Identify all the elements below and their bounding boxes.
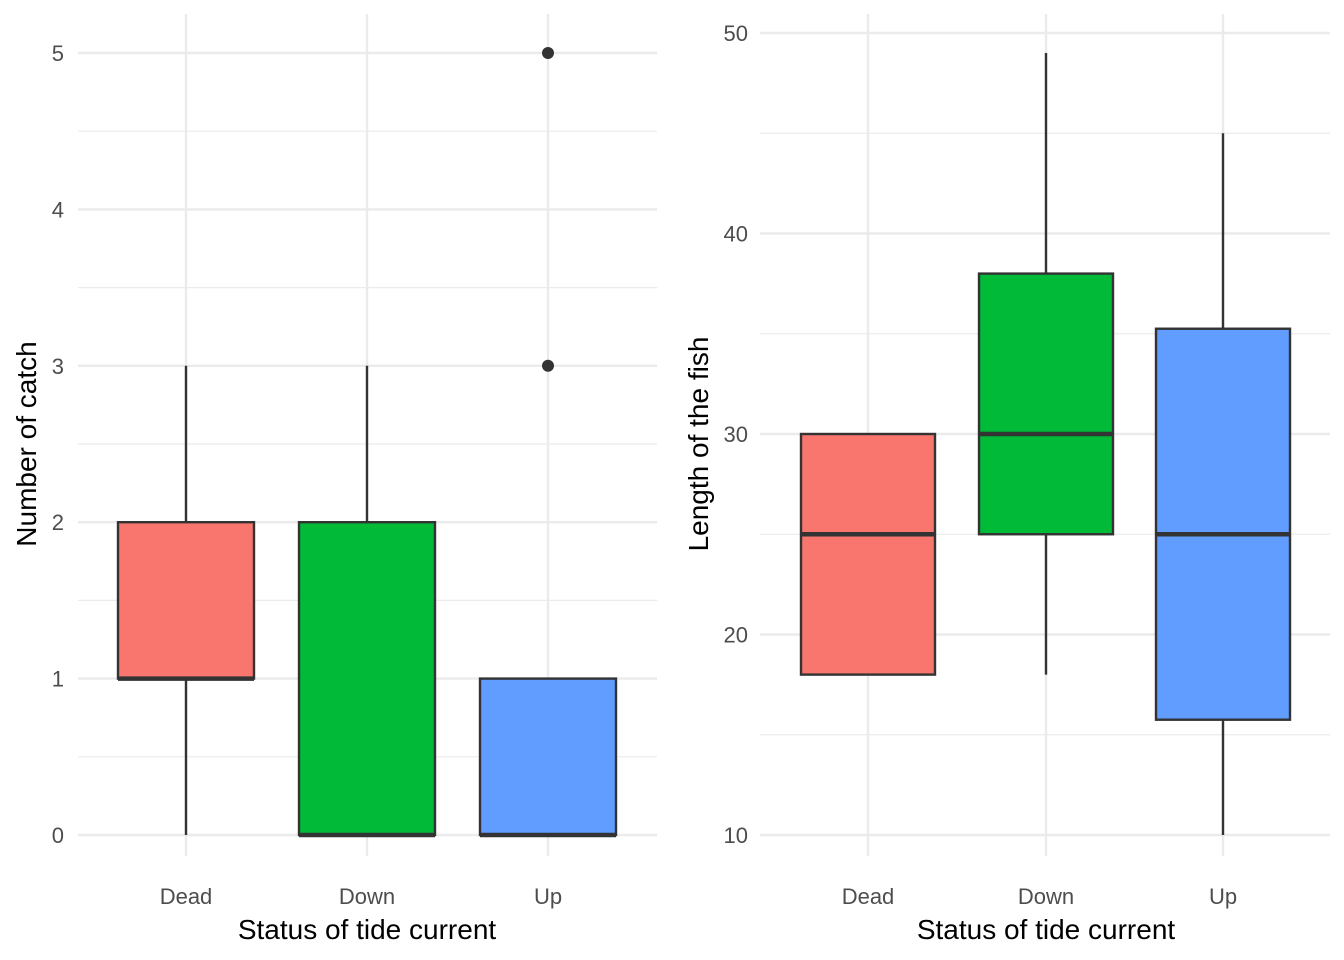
y-tick-label: 4 (52, 197, 64, 222)
y-tick-label: 30 (724, 422, 748, 447)
outlier-point (542, 359, 554, 372)
y-tick-label: 10 (724, 823, 748, 848)
outlier-point (542, 47, 554, 59)
y-tick-label: 1 (52, 667, 64, 692)
y-tick-label: 20 (724, 623, 748, 648)
box-body (977, 272, 1115, 536)
y-axis-title: Number of catch (11, 341, 42, 546)
x-axis-title: Status of tide current (917, 914, 1176, 945)
y-tick-label: 3 (52, 354, 64, 379)
x-tick-label: Down (1018, 884, 1074, 909)
box-up (478, 47, 618, 838)
box-body (478, 677, 618, 837)
box-down (297, 365, 437, 838)
y-tick-label: 5 (52, 41, 64, 66)
x-tick-label: Up (534, 884, 562, 909)
y-tick-label: 50 (724, 21, 748, 46)
x-axis-title: Status of tide current (238, 914, 497, 945)
x-tick-label: Down (339, 884, 395, 909)
panel-1: 0 1 2 3 4 5 Dead Down Up Status of tide current Nu… (11, 14, 657, 945)
box-down (977, 53, 1115, 675)
x-tick-label: Up (1209, 884, 1237, 909)
x-tick-label: Dead (842, 884, 895, 909)
box-body (799, 432, 937, 676)
y-tick-label: 2 (52, 510, 64, 535)
x-tick-label: Dead (160, 884, 213, 909)
y-tick-label: 0 (52, 823, 64, 848)
box-up (1154, 133, 1292, 835)
y-axis-title: Length of the fish (683, 337, 714, 552)
box-dead (116, 365, 256, 835)
box-dead (799, 432, 937, 676)
panel-2: 10 20 30 40 50 Dead Down Up Status of tide curre… (683, 14, 1330, 945)
box-body (297, 521, 437, 837)
y-tick-label: 40 (724, 222, 748, 247)
box-body (116, 521, 256, 680)
box-body (1154, 327, 1292, 721)
